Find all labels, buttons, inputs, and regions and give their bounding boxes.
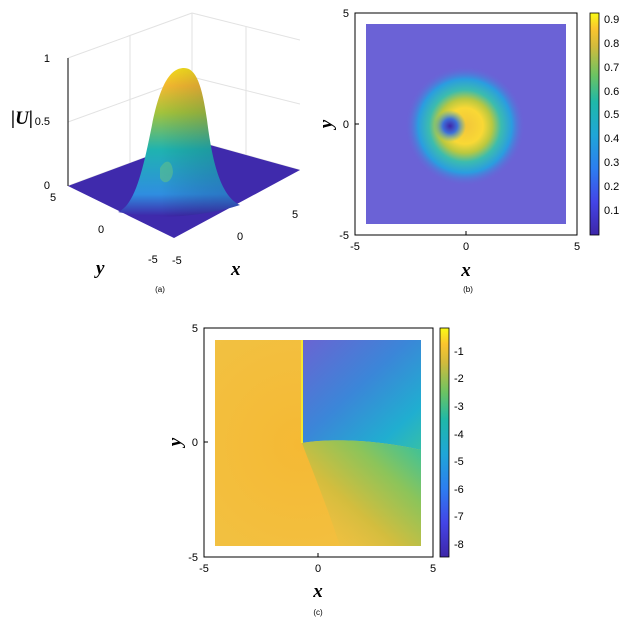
panel-c-xlabel: x bbox=[312, 581, 323, 602]
panel-b-xlabel: x bbox=[460, 260, 471, 281]
panel-b-cbar-tick-06: 0.6 bbox=[604, 86, 619, 98]
panel-a-ytick-3: -5 bbox=[148, 254, 158, 266]
panel-b-cbar-tick-07: 0.7 bbox=[604, 62, 619, 74]
panel-b-colorbar bbox=[589, 12, 600, 236]
panel-b-cbar-tick-08: 0.8 bbox=[604, 38, 619, 50]
panel-a-ytick-1: 5 bbox=[50, 192, 56, 204]
panel-c-colorbar bbox=[439, 327, 450, 558]
panel-b-cbar-tick-03: 0.3 bbox=[604, 157, 619, 169]
panel-b-heatmap: 5 0 -5 -5 0 5 x y 0.9 0.8 0.7 0.6 0.5 0.… bbox=[316, 8, 619, 294]
panel-a-peak-shade bbox=[118, 68, 240, 217]
panel-a-xtick-2: 0 bbox=[237, 231, 243, 243]
panel-c-cbar-tick-m2: -2 bbox=[454, 373, 464, 385]
panel-c-heatmap: 5 0 -5 -5 0 5 x y -1 -2 -3 -4 -5 -6 -7 -… bbox=[165, 323, 464, 617]
panel-a-xtick-3: 5 bbox=[292, 209, 298, 221]
panel-c-ytick-3: -5 bbox=[188, 552, 198, 564]
panel-a-ztick-1: 1 bbox=[44, 53, 50, 65]
panel-a-zlabel: |U| bbox=[11, 108, 33, 129]
panel-a-ztick-2: 0.5 bbox=[35, 116, 50, 128]
panel-b-xtick-1: -5 bbox=[350, 241, 360, 253]
panel-b-cbar-tick-05: 0.5 bbox=[604, 109, 619, 121]
panel-c-xtick-1: -5 bbox=[199, 563, 209, 575]
panel-a-surface: 1 0.5 0 |U| 5 0 -5 y -5 0 5 x (a) bbox=[11, 12, 300, 294]
panel-b-ytick-3: -5 bbox=[339, 230, 349, 242]
caption-a: (a) bbox=[155, 285, 165, 294]
panel-a-ztick-3: 0 bbox=[44, 180, 50, 192]
panel-c-cbar-tick-m1: -1 bbox=[454, 346, 464, 358]
panel-c-cbar-tick-m5: -5 bbox=[454, 456, 464, 468]
panel-c-cbar-tick-m8: -8 bbox=[454, 539, 464, 551]
panel-b-core bbox=[366, 24, 566, 224]
panel-c-xtick-3: 5 bbox=[430, 563, 436, 575]
panel-a-ylabel: y bbox=[94, 258, 105, 279]
panel-c-transition-sector bbox=[302, 440, 421, 546]
panel-c-ylabel: y bbox=[165, 437, 186, 448]
panel-c-cool-sector bbox=[302, 340, 421, 450]
panel-c-ytick-1: 5 bbox=[192, 323, 198, 335]
panel-b-ticks bbox=[354, 12, 578, 236]
panel-b-ytick-1: 5 bbox=[343, 8, 349, 20]
panel-c-ticks bbox=[203, 327, 434, 558]
panel-c-colorbar-ticks: -1 -2 -3 -4 -5 -6 -7 -8 bbox=[454, 346, 464, 551]
panel-b-ylabel: y bbox=[316, 119, 337, 130]
panel-a-xtick-1: -5 bbox=[172, 255, 182, 267]
panel-c-cbar-tick-m6: -6 bbox=[454, 484, 464, 496]
panel-a-xlabel: x bbox=[230, 259, 241, 280]
panel-c-ytick-2: 0 bbox=[192, 437, 198, 449]
panel-b-xtick-3: 5 bbox=[574, 241, 580, 253]
panel-b-xtick-2: 0 bbox=[463, 241, 469, 253]
panel-b-cbar-tick-09: 0.9 bbox=[604, 14, 619, 26]
panel-c-cbar-tick-m7: -7 bbox=[454, 511, 464, 523]
panel-b-colorbar-ticks: 0.9 0.8 0.7 0.6 0.5 0.4 0.3 0.2 0.1 bbox=[604, 14, 619, 217]
caption-b: (b) bbox=[463, 285, 473, 294]
panel-c-cbar-tick-m4: -4 bbox=[454, 429, 464, 441]
panel-a-ytick-2: 0 bbox=[98, 224, 104, 236]
panel-c-cbar-tick-m3: -3 bbox=[454, 401, 464, 413]
caption-c: (c) bbox=[313, 608, 323, 617]
panel-c-xtick-2: 0 bbox=[315, 563, 321, 575]
panel-b-ytick-2: 0 bbox=[343, 119, 349, 131]
panel-a-peak-dimple bbox=[160, 161, 173, 183]
panel-b-cbar-tick-04: 0.4 bbox=[604, 133, 619, 145]
panel-b-cbar-tick-02: 0.2 bbox=[604, 181, 619, 193]
panel-b-cbar-tick-01: 0.1 bbox=[604, 205, 619, 217]
